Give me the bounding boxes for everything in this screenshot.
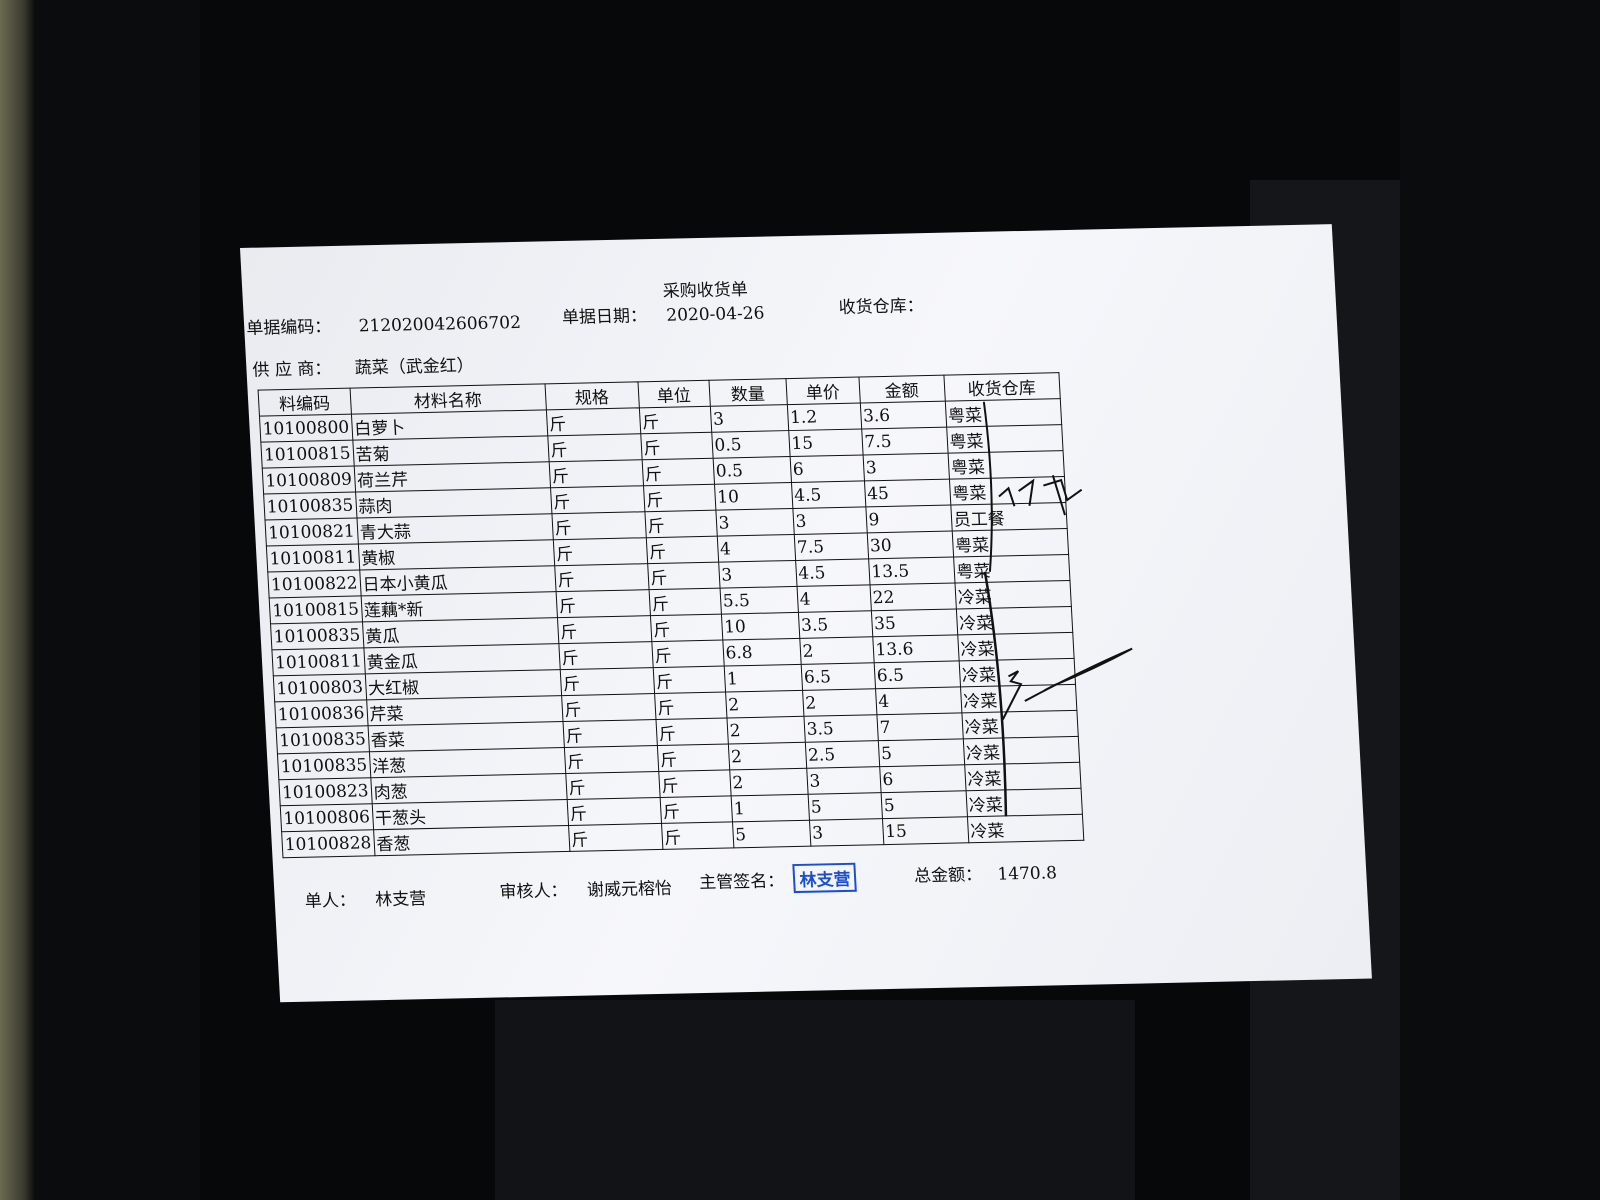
maker: 单人： 林支营 [304, 884, 427, 912]
supervisor: 主管签名： 林支营 [698, 862, 858, 895]
total: 总金额： 1470.8 [913, 858, 1058, 887]
supervisor-stamp: 林支营 [792, 862, 858, 894]
wood-surface [0, 0, 34, 1200]
supervisor-label: 主管签名： [698, 871, 785, 894]
total-value: 1470.8 [996, 863, 1058, 885]
bracket-line-1 [982, 401, 993, 572]
maker-label: 单人： [304, 890, 357, 912]
reviewer-value: 谢威元榕怡 [586, 878, 673, 901]
reviewer: 审核人： 谢威元榕怡 [499, 874, 673, 903]
bracket-line-2 [983, 571, 1008, 817]
receipt-paper: 采购收货单 单据编码： 212020042606702 单据日期： 2020-0… [240, 224, 1372, 1003]
tray-slot [495, 1000, 1135, 1200]
handwritten-signature-1 [998, 475, 1083, 516]
reviewer-label: 审核人： [499, 881, 569, 903]
total-label: 总金额： [913, 864, 983, 887]
maker-value: 林支营 [374, 889, 427, 911]
handwritten-marks [982, 401, 1133, 817]
handwritten-signature-2 [1001, 647, 1133, 720]
